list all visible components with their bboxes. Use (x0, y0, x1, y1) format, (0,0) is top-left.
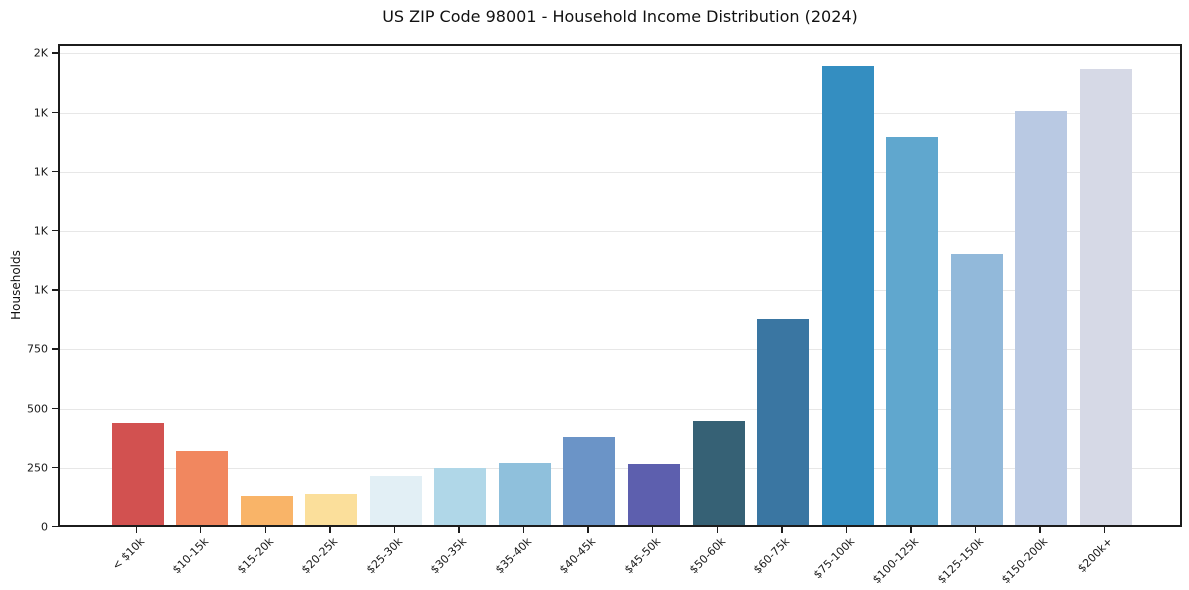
x-tick-label: < $10k (109, 535, 147, 573)
y-tick-label: 250 (27, 461, 48, 475)
bar-1 (176, 451, 229, 525)
bar-6 (498, 463, 551, 525)
y-tick-mark (52, 52, 58, 54)
y-tick-mark (52, 289, 58, 291)
gridline (60, 408, 1180, 410)
y-tick-mark (52, 230, 58, 232)
chart-title: US ZIP Code 98001 - Household Income Dis… (382, 7, 858, 26)
y-tick-label: 2K (33, 46, 48, 60)
bar-4 (369, 475, 422, 525)
plot-area (58, 44, 1182, 527)
y-tick-label: 1K (33, 165, 48, 179)
x-tick-mark (845, 527, 848, 533)
x-tick-mark (329, 527, 331, 533)
x-tick-label: $25-30k (363, 535, 405, 577)
bar-12 (886, 136, 939, 525)
x-tick-label: $200k+ (1075, 535, 1116, 576)
y-tick-mark (52, 526, 58, 528)
x-tick-label: $45-50k (621, 535, 664, 577)
x-tick-label: $40-45k (557, 535, 599, 577)
bar-10 (757, 319, 810, 525)
y-tick-label: 1K (33, 224, 48, 238)
bar-14 (1015, 110, 1068, 525)
y-tick-mark (52, 466, 58, 469)
x-tick-mark (910, 527, 912, 533)
x-tick-label: $60-75k (751, 535, 793, 577)
gridline (60, 112, 1180, 114)
x-tick-label: $75-100k (810, 535, 857, 582)
y-tick-label: 0 (41, 520, 48, 534)
x-tick-mark (200, 527, 202, 533)
y-tick-mark (52, 348, 58, 350)
x-tick-mark (781, 527, 783, 533)
x-tick-mark (587, 527, 589, 533)
gridline (60, 231, 1180, 233)
x-tick-mark (716, 527, 719, 533)
bar-13 (950, 253, 1003, 525)
y-tick-mark (52, 407, 58, 409)
x-tick-label: $35-40k (492, 535, 535, 577)
bar-5 (434, 468, 487, 525)
gridline (60, 171, 1180, 173)
gridline (60, 53, 1180, 55)
bar-8 (628, 464, 681, 525)
y-tick-label: 750 (27, 342, 48, 356)
bar-11 (821, 65, 874, 525)
y-tick-mark (52, 111, 58, 114)
x-tick-mark (393, 527, 396, 533)
gridline (60, 290, 1180, 292)
x-tick-mark (135, 527, 137, 533)
x-tick-label: $150-200k (999, 535, 1051, 587)
x-tick-label: $15-20k (234, 535, 276, 577)
gridline (60, 467, 1180, 469)
y-tick-label: 500 (27, 402, 48, 416)
x-tick-mark (1104, 527, 1106, 533)
x-tick-label: $125-150k (934, 535, 987, 587)
bar-9 (692, 421, 745, 525)
x-tick-mark (522, 527, 525, 533)
y-tick-label: 1K (33, 106, 48, 120)
bar-0 (111, 423, 164, 525)
x-tick-label: $100-125k (870, 535, 922, 587)
y-tick-mark (52, 170, 58, 173)
x-tick-label: $50-60k (686, 535, 728, 577)
bar-15 (1080, 69, 1133, 525)
bar-7 (563, 437, 616, 525)
x-tick-mark (652, 527, 654, 533)
gridline (60, 349, 1180, 351)
bar-3 (305, 493, 358, 525)
x-tick-label: $10-15k (169, 535, 212, 577)
y-tick-label: 1K (33, 283, 48, 297)
x-tick-label: $30-35k (428, 535, 470, 577)
x-tick-mark (264, 527, 267, 533)
bar-2 (240, 496, 293, 525)
x-tick-mark (974, 527, 977, 533)
x-tick-mark (458, 527, 460, 533)
x-tick-mark (1039, 527, 1041, 533)
x-tick-label: $20-25k (299, 535, 341, 577)
